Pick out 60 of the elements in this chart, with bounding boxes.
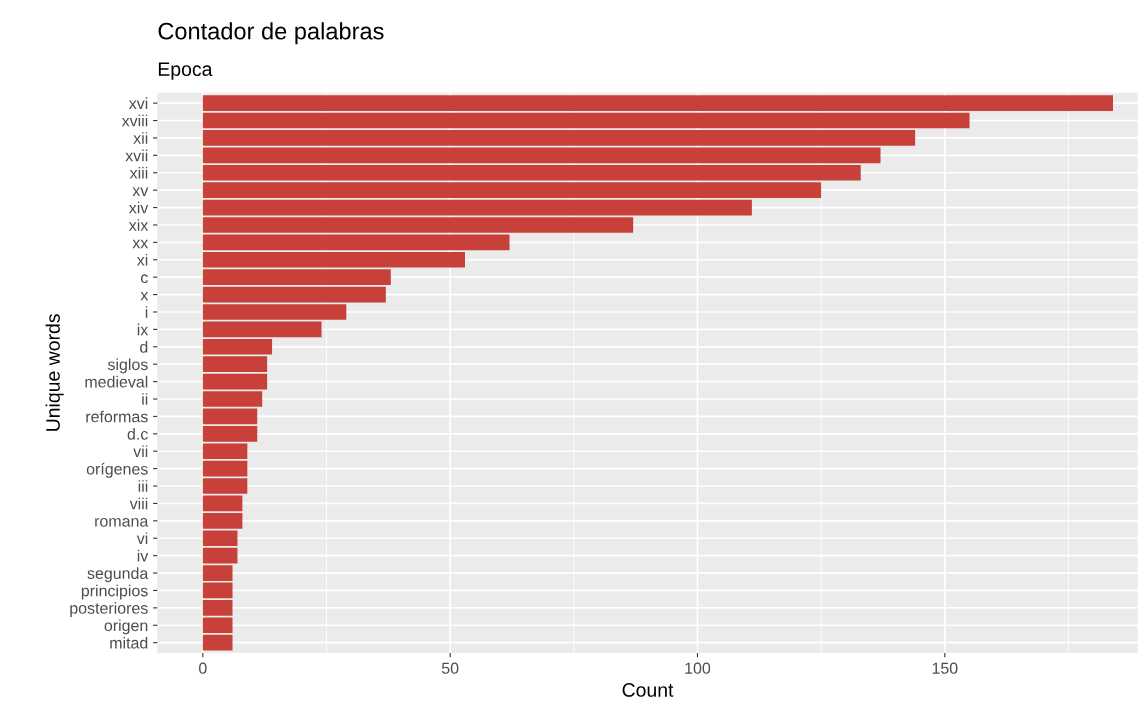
bar [202, 478, 248, 494]
bar [202, 565, 233, 581]
y-tick-label: romana [95, 518, 149, 527]
bar [202, 373, 268, 390]
y-tick-label: ii [142, 393, 148, 405]
bar [202, 112, 970, 129]
bar [202, 547, 238, 564]
y-tick-label: mitad [110, 636, 148, 649]
y-tick-label: x [140, 291, 149, 301]
bar [202, 582, 233, 599]
y-tick-label: vii [133, 445, 148, 458]
bar [202, 495, 243, 512]
y-tick-label: iii [138, 480, 148, 492]
y-tick-label: xv [132, 187, 149, 196]
y-tick-label: xvi [128, 97, 148, 109]
y-tick-label: posteriores [70, 602, 148, 617]
y-tick-label: i [145, 306, 148, 318]
x-tick-label: 100 [685, 662, 711, 674]
y-tick-label: xviii [121, 114, 148, 127]
x-tick-label: 150 [932, 662, 958, 674]
bar [202, 634, 233, 651]
y-tick-label: xiii [129, 166, 148, 179]
y-tick-label: c [140, 274, 148, 284]
y-tick-label: xvii [125, 149, 148, 162]
chart-subtitle: Epoca [158, 62, 213, 80]
y-tick-label: xi [136, 253, 148, 266]
chart-title: Contador de palabras [158, 22, 384, 45]
bar [202, 130, 916, 146]
y-tick-label: viii [129, 497, 148, 510]
y-axis-title: Unique words [45, 314, 64, 431]
y-tick-label: origen [104, 619, 148, 635]
y-tick-label: xix [128, 219, 149, 231]
bar [202, 460, 248, 477]
y-tick-label: xii [133, 132, 148, 144]
x-tick-label: 50 [441, 662, 459, 674]
y-tick-label: vi [136, 532, 148, 545]
y-tick-label: orígenes [86, 462, 148, 478]
y-tick-label: d [140, 341, 148, 353]
y-tick-label: reformas [86, 410, 148, 423]
bar [202, 234, 510, 251]
bar [202, 391, 263, 407]
y-tick-label: iv [137, 549, 149, 562]
y-tick-label: xx [132, 239, 149, 249]
y-tick-label: siglos [107, 358, 148, 374]
y-tick-label: principios [81, 584, 148, 600]
bar [202, 321, 322, 338]
y-tick-label: d.c [127, 428, 148, 440]
y-tick-label: ix [137, 323, 149, 336]
x-tick-label: 0 [199, 662, 207, 674]
bar [202, 408, 258, 425]
bar [202, 286, 386, 303]
bar [202, 95, 1113, 111]
y-tick-label: xiv [128, 201, 149, 214]
x-axis-title: Count [622, 683, 674, 697]
bar [202, 147, 881, 164]
bar [202, 304, 347, 320]
y-tick-label: medieval [85, 375, 148, 388]
bar [202, 217, 634, 233]
bar [202, 199, 752, 216]
y-tick-label: segunda [87, 567, 149, 583]
